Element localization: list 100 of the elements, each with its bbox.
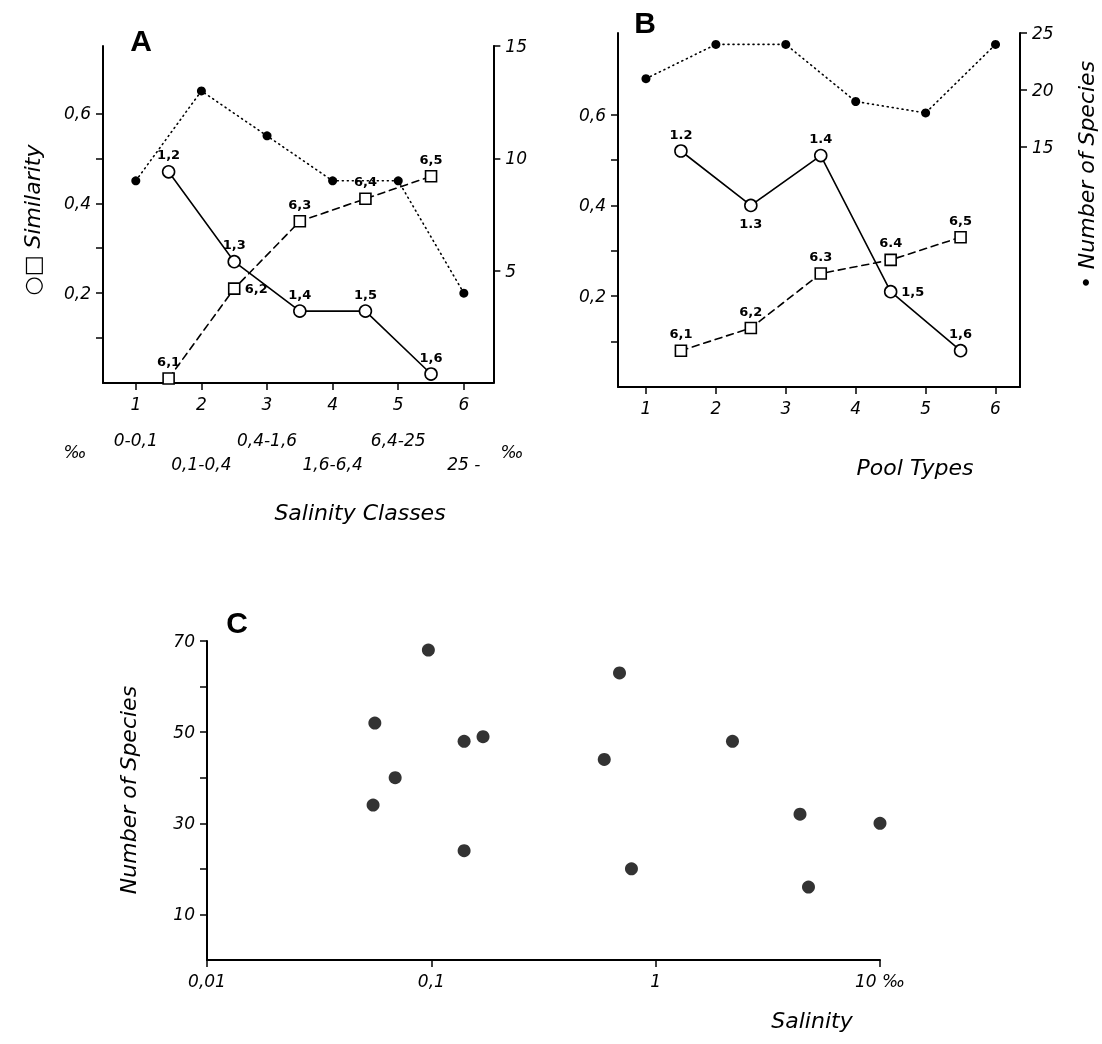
x-tick-label: 3	[780, 397, 792, 418]
point	[359, 192, 372, 206]
x-tick-label: 6	[990, 397, 1002, 418]
point	[328, 176, 338, 186]
text: 0-0,1	[113, 430, 158, 450]
point	[954, 230, 967, 244]
chart-title: A	[130, 23, 152, 57]
annotation: 1,6	[949, 326, 973, 342]
annotation: 1,5	[353, 286, 377, 302]
point	[921, 108, 931, 118]
x-tick-label: 1	[130, 393, 142, 414]
point	[851, 97, 861, 107]
point	[131, 176, 141, 186]
y-tick-label: 30	[173, 813, 195, 834]
x-tick-label: 6	[458, 393, 470, 414]
y2-axis-title: • Number of Species	[1073, 60, 1099, 290]
x-tick-label: 0,1	[417, 970, 445, 991]
point	[262, 131, 272, 141]
y-axis-title: ○□ Similarity	[19, 143, 45, 296]
point	[161, 165, 176, 179]
point	[459, 288, 469, 298]
text: 0,1-0,4	[171, 454, 232, 474]
annotation: 6,1	[157, 354, 181, 370]
annotation: 6.3	[809, 249, 833, 265]
y-tick-label: 0,6	[578, 104, 607, 125]
annotation: 1.4	[809, 131, 833, 147]
annotation: 6,2	[244, 281, 268, 297]
point	[884, 253, 897, 267]
point	[424, 170, 438, 183]
text: 0,4-1,6	[236, 430, 298, 450]
point	[293, 214, 307, 228]
x-axis-title: Pool Types	[856, 454, 974, 480]
x-tick-label: 1	[640, 397, 652, 418]
annotation: 1.2	[669, 126, 693, 142]
annotation: 6,2	[739, 303, 763, 319]
point	[814, 267, 828, 280]
annotation: 6.4	[879, 235, 903, 251]
text: 1,6-6,4	[302, 454, 363, 474]
text: 25 -	[447, 454, 481, 474]
point	[393, 176, 403, 186]
x-tick-label: 5	[392, 393, 404, 414]
point	[991, 39, 1001, 49]
x-tick-label: 4	[850, 397, 862, 418]
annotation: 6,4	[353, 174, 377, 190]
y2-tick-label: 15	[1032, 137, 1054, 158]
y2-tick-label: 20	[1032, 80, 1054, 101]
annotation: 1,5	[901, 284, 925, 300]
x-axis-title: Salinity Classes	[274, 499, 446, 525]
point	[813, 148, 828, 163]
point	[674, 344, 688, 357]
annotation: 6,3	[288, 196, 312, 212]
point	[641, 74, 651, 84]
y2-tick-label: 15	[505, 36, 528, 56]
chart-title: B	[634, 5, 656, 39]
y-tick-label: 0,2	[578, 286, 606, 307]
y-axis-title: Number of Species	[115, 685, 141, 895]
y-tick-label: 0,4	[63, 193, 91, 214]
annotation: 1,2	[157, 147, 181, 163]
annotation: 6,1	[669, 326, 693, 342]
x-tick-label: 1	[650, 970, 662, 991]
y-tick-label: 10	[173, 904, 195, 925]
text: ‰	[500, 442, 524, 462]
annotation: 1,6	[419, 349, 443, 365]
annotation: 6,5	[419, 151, 443, 167]
point	[744, 198, 758, 213]
y-tick-label: 0,2	[63, 283, 91, 304]
x-axis-title: Salinity	[771, 1007, 854, 1033]
x-tick-label: 0,01	[188, 970, 226, 991]
point	[227, 254, 242, 269]
point	[744, 321, 758, 335]
text: ‰	[63, 442, 87, 462]
y2-tick-label: 10	[505, 148, 528, 169]
x-tick-label: 10 ‰	[855, 970, 905, 991]
point	[883, 284, 898, 299]
point	[711, 39, 721, 49]
chart-title: C	[226, 605, 248, 639]
text: 6,4-25	[370, 430, 426, 450]
point	[953, 343, 968, 358]
x-tick-label: 3	[261, 393, 273, 414]
y2-tick-label: 5	[505, 260, 517, 281]
annotation: 1.3	[739, 215, 763, 231]
x-tick-label: 2	[710, 397, 722, 418]
y-tick-label: 0,4	[578, 195, 606, 216]
y2-tick-label: 25	[1032, 23, 1054, 43]
point	[293, 304, 307, 318]
point	[162, 372, 175, 385]
point	[358, 304, 373, 318]
point	[781, 39, 791, 49]
x-tick-label: 2	[196, 393, 207, 414]
y-tick-label: 50	[173, 722, 195, 743]
y-tick-label: 0,6	[63, 103, 92, 124]
annotation: 1,4	[288, 286, 312, 302]
point	[196, 86, 206, 96]
annotation: 1,3	[222, 237, 246, 253]
y-tick-label: 70	[173, 631, 195, 651]
point	[674, 144, 688, 158]
annotation: 6,5	[949, 212, 973, 228]
point	[424, 367, 438, 381]
x-tick-label: 5	[920, 397, 932, 418]
point	[227, 282, 241, 295]
